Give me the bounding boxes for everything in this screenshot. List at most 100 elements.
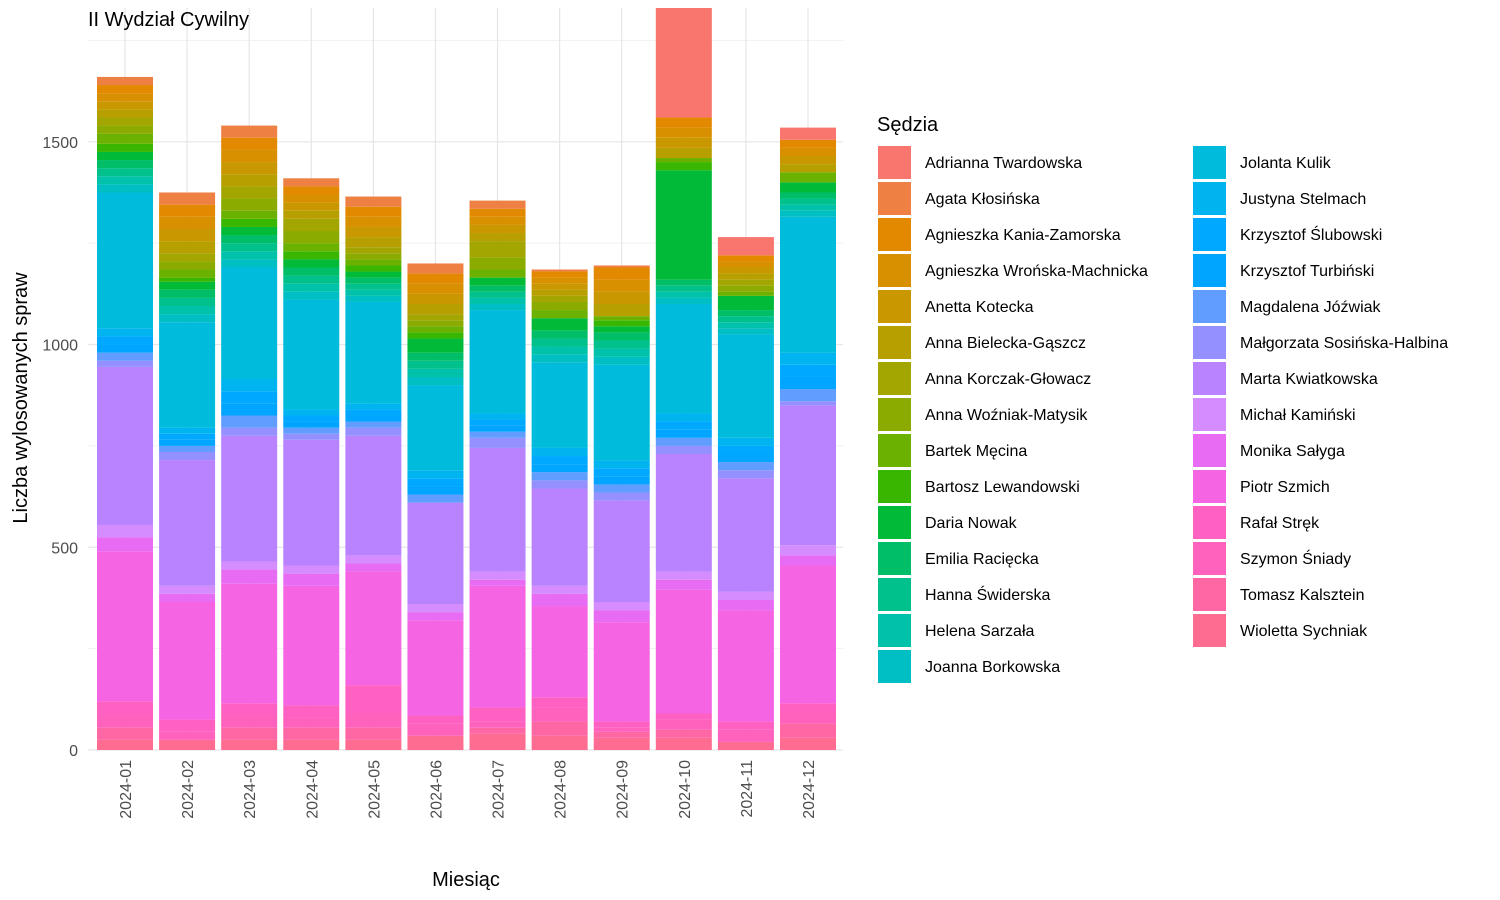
bar-segment: Wioletta Sychniak 2024-01: 25 (97, 739, 153, 750)
bar-segment: Szymon Śniady 2024-04: 25 (283, 717, 340, 728)
bar-segment: Piotr Szmich 2024-11: 275 (717, 610, 774, 722)
bar-segment: Michał Kamiński 2024-06: 20 (407, 604, 464, 613)
bar-segment: Agata Kłosińska 2024-03: 30 (221, 125, 278, 138)
legend-swatch (878, 578, 911, 611)
legend-label: Anetta Kotecka (925, 299, 1034, 316)
bar-segment: Agnieszka Wrońska-Machnicka 2024-01: 20 (97, 93, 153, 102)
legend-item: Piotr Szmich (1193, 470, 1330, 503)
bar-segment: Bartek Męcina 2024-07: 20 (469, 269, 526, 278)
bar-segment: Krzysztof Turbiński 2024-02: 15 (159, 439, 216, 446)
legend-item: Krzysztof Turbiński (1193, 254, 1374, 287)
bar-segment: Michał Kamiński 2024-05: 20 (345, 555, 402, 564)
bar-segment: Marta Kwiatkowska 2024-12: 345 (780, 405, 836, 546)
bar-segment: Helena Sarzała 2024-05: 15 (345, 289, 402, 296)
bar-segment: Krzysztof Ślubowski 2024-05: 15 (345, 409, 402, 416)
bar-segment: Wioletta Sychniak 2024-04: 25 (283, 739, 340, 750)
legend-title: Sędzia (877, 114, 939, 136)
bar-segment: Krzysztof Turbiński 2024-04: 15 (283, 421, 340, 428)
bar-segment: Emilia Racięcka 2024-06: 20 (407, 352, 464, 361)
bar-segment: Marta Kwiatkowska 2024-11: 280 (717, 478, 774, 592)
bar-segment: Anna Woźniak-Matysik 2024-06: 15 (407, 320, 464, 327)
bar-segment: Małgorzata Sosińska-Halbina 2024-10: 20 (655, 445, 712, 455)
bar-segment: Agnieszka Wrońska-Machnicka 2024-10: 25 (655, 127, 712, 138)
bar-segment: Anna Bielecka-Gąszcz 2024-05: 25 (345, 237, 402, 248)
legend-item: Joanna Borkowska (878, 650, 1060, 683)
bar-segment: Anna Korczak-Głowacz 2024-04: 30 (283, 218, 340, 232)
bar-segment: Helena Sarzała 2024-07: 15 (469, 297, 526, 304)
bar-segment: Bartek Męcina 2024-11: 10 (717, 291, 774, 296)
bar-segment: Agnieszka Kania-Zamorska 2024-07: 20 (469, 208, 526, 217)
legend-label: Krzysztof Turbiński (1240, 263, 1374, 280)
bar-segment: Piotr Szmich 2024-06: 235 (407, 620, 464, 716)
bar-segment: Tomasz Kalsztein 2024-08: 35 (531, 721, 588, 736)
bar-segment: Helena Sarzała 2024-06: 20 (407, 368, 464, 377)
bar-segment: Agata Kłosińska 2024-08: 5 (531, 269, 588, 272)
bar-segment: Krzysztof Turbiński 2024-03: 30 (221, 403, 278, 416)
bar-segment: Agnieszka Kania-Zamorska 2024-02: 30 (159, 204, 216, 217)
bar-segment: Anetta Kotecka 2024-10: 25 (655, 137, 712, 148)
x-tick-label: 2024-12 (801, 760, 818, 819)
bar-segment: Anna Woźniak-Matysik 2024-01: 20 (97, 125, 153, 134)
legend-label: Daria Nowak (925, 515, 1018, 532)
bar-segment: Krzysztof Ślubowski 2024-04: 15 (283, 415, 340, 422)
legend-label: Krzysztof Ślubowski (1240, 225, 1382, 244)
legend-item: Daria Nowak (878, 506, 1018, 539)
bar-segment: Hanna Świderska 2024-10: 15 (655, 285, 712, 292)
legend-item: Anna Woźniak-Matysik (878, 398, 1088, 431)
bar-segment: Bartek Męcina 2024-04: 20 (283, 243, 340, 252)
legend-swatch (878, 614, 911, 647)
bar-segment: Anna Korczak-Głowacz 2024-01: 20 (97, 117, 153, 126)
legend-item: Wioletta Sychniak (1193, 614, 1368, 647)
legend-swatch (1193, 290, 1226, 323)
bar-segment: Joanna Borkowska 2024-07: 15 (469, 303, 526, 311)
bar-segment: Anna Bielecka-Gąszcz 2024-03: 30 (221, 174, 278, 187)
y-tick-label: 500 (51, 540, 78, 557)
bar-segment: Krzysztof Turbiński 2024-10: 20 (655, 429, 712, 438)
bar-segment: Emilia Racięcka 2024-03: 20 (221, 235, 278, 244)
bar-segment: Małgorzata Sosińska-Halbina 2024-02: 20 (159, 451, 216, 461)
bar-segment: Agnieszka Wrońska-Machnicka 2024-07: 20 (469, 216, 526, 225)
x-tick-label: 2024-11 (739, 760, 756, 818)
bar-segment: Anetta Kotecka 2024-02: 30 (159, 228, 216, 242)
bar-segment: Jolanta Kulik 2024-06: 210 (407, 385, 464, 471)
bar-segment: Wioletta Sychniak 2024-11: 20 (717, 741, 774, 750)
bar-segment: Tomasz Kalsztein 2024-10: 20 (655, 729, 712, 738)
bar-segment: Bartek Męcina 2024-01: 25 (97, 133, 153, 144)
bar-segment: Hanna Świderska 2024-03: 20 (221, 243, 278, 252)
legend-label: Piotr Szmich (1240, 479, 1330, 496)
bar-segment: Emilia Racięcka 2024-04: 20 (283, 267, 340, 276)
bar-segment: Piotr Szmich 2024-02: 290 (159, 602, 216, 720)
legend-swatch (1193, 578, 1226, 611)
legend-swatch (1193, 362, 1226, 395)
bar-segment: Rafał Stręk 2024-12: 20 (780, 703, 836, 712)
bar-segment: Bartosz Lewandowski 2024-06: 15 (407, 332, 464, 339)
bar-segment: Magdalena Jóźwiak 2024-06: 20 (407, 494, 464, 503)
legend-item: Agata Kłosińska (878, 182, 1040, 215)
bar-segment: Helena Sarzała 2024-09: 20 (593, 348, 650, 357)
bar-segment: Helena Sarzała 2024-02: 20 (159, 306, 216, 315)
legend-label: Rafał Stręk (1240, 515, 1320, 532)
bar-segment: Krzysztof Turbiński 2024-12: 30 (780, 376, 836, 390)
bar-segment: Marta Kwiatkowska 2024-01: 390 (97, 366, 153, 525)
bar-segment: Emilia Racięcka 2024-02: 20 (159, 289, 216, 298)
bar-segment: Anna Bielecka-Gąszcz 2024-11: 15 (717, 273, 774, 280)
bar-segment: Hanna Świderska 2024-06: 20 (407, 360, 464, 369)
bar-segment: Magdalena Jóźwiak 2024-08: 20 (531, 472, 588, 481)
bar-segment: Krzysztof Ślubowski 2024-12: 30 (780, 364, 836, 377)
legend-label: Justyna Stelmach (1240, 191, 1366, 208)
bar-segment: Monika Sałyga 2024-08: 30 (531, 593, 588, 607)
bar-segment: Magdalena Jóźwiak 2024-04: 15 (283, 427, 340, 434)
legend-label: Adrianna Twardowska (925, 155, 1082, 172)
bar-segment: Magdalena Jóźwiak 2024-01: 20 (97, 352, 153, 361)
bar-segment: Agnieszka Wrońska-Machnicka 2024-04: 20 (283, 194, 340, 203)
bar-segment: Helena Sarzała 2024-10: 15 (655, 291, 712, 298)
bar-segment: Michał Kamiński 2024-03: 20 (221, 561, 278, 570)
legend-label: Magdalena Jóźwiak (1240, 299, 1382, 316)
bar-segment: Rafał Stręk 2024-02: 30 (159, 719, 216, 732)
bar-segment: Małgorzata Sosińska-Halbina 2024-09: 20 (593, 492, 650, 501)
legend-item: Małgorzata Sosińska-Halbina (1193, 326, 1448, 359)
x-tick-label: 2024-09 (615, 760, 632, 819)
bar-segment: Marta Kwiatkowska 2024-02: 310 (159, 460, 216, 586)
bar-segment: Agnieszka Kania-Zamorska 2024-10: 25 (655, 117, 712, 128)
